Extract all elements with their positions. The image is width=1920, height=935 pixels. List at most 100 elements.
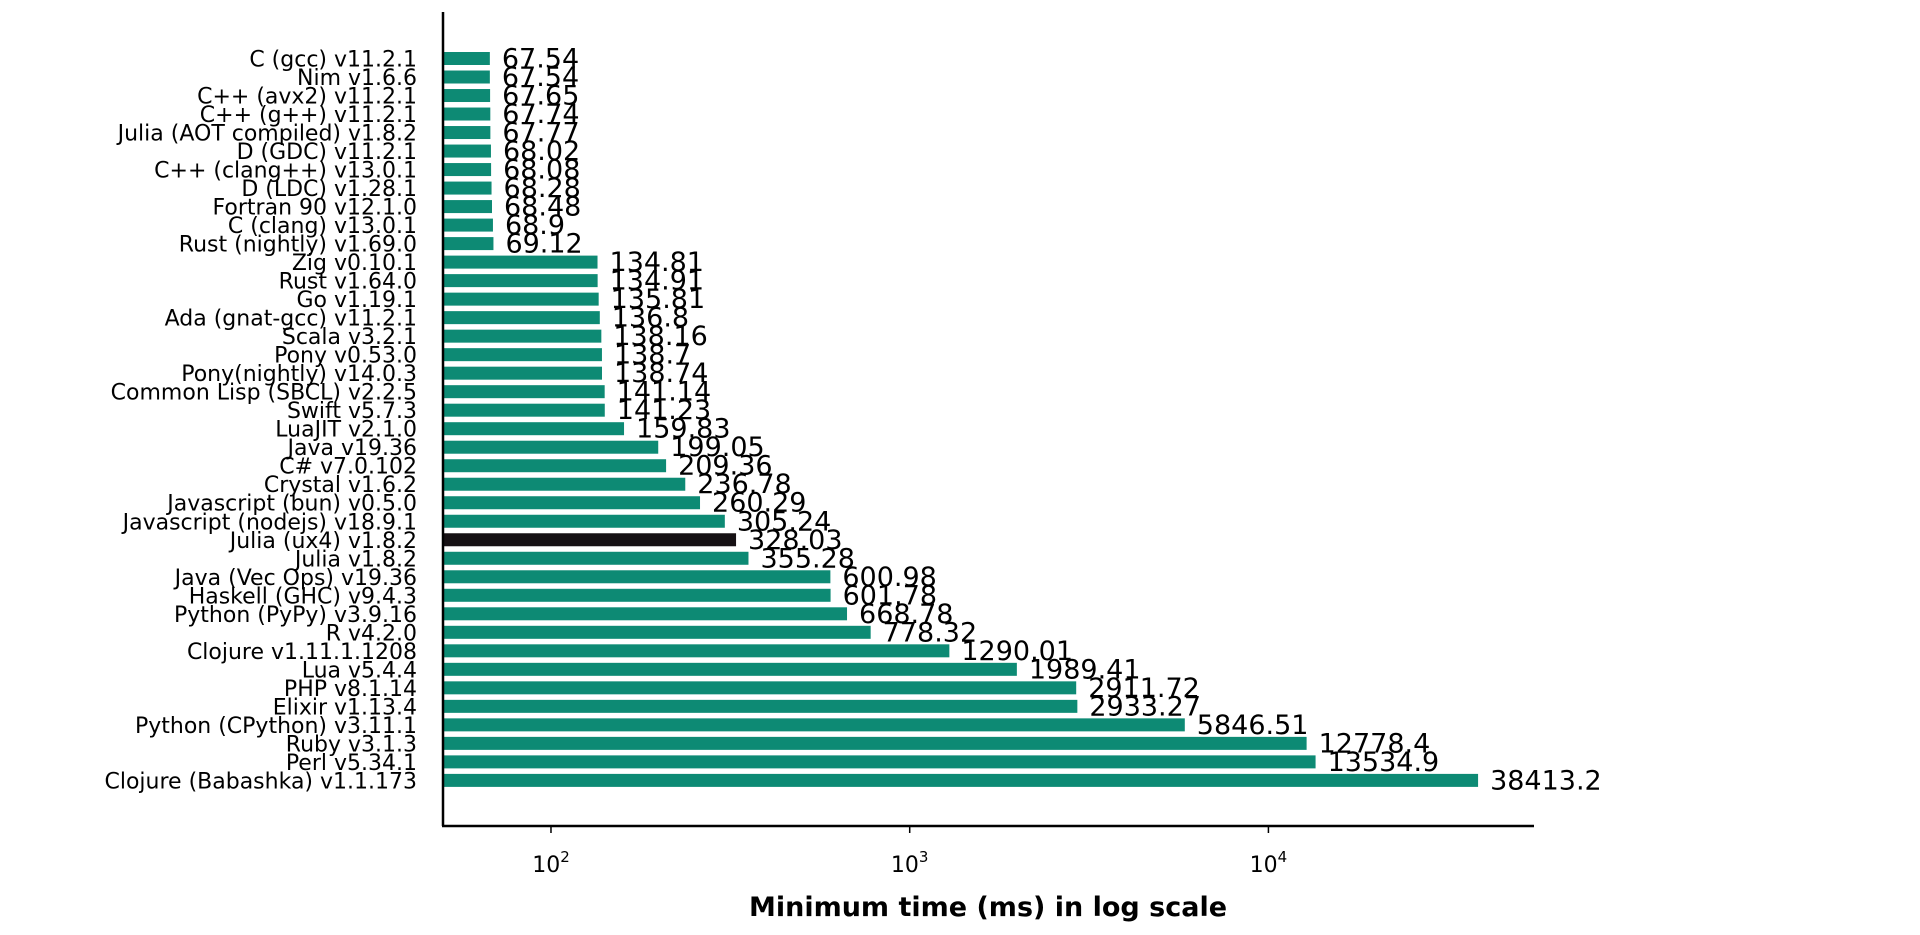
value-label: 69.12 bbox=[505, 229, 582, 260]
bar bbox=[443, 551, 749, 565]
category-label: Crystal v1.6.2 bbox=[264, 473, 417, 498]
bar bbox=[443, 755, 1316, 769]
bar bbox=[443, 200, 492, 214]
bar bbox=[443, 329, 602, 343]
category-label: C# v7.0.102 bbox=[279, 455, 417, 480]
bar bbox=[443, 385, 605, 399]
value-label: 199.05 bbox=[670, 432, 764, 463]
category-label: Java (Vec Ops) v19.36 bbox=[173, 566, 417, 591]
category-label: Rust (nightly) v1.69.0 bbox=[179, 233, 417, 258]
value-label: 2911.72 bbox=[1088, 673, 1200, 704]
x-axis-title: Minimum time (ms) in log scale bbox=[749, 892, 1227, 923]
category-label: Java v19.36 bbox=[286, 436, 417, 461]
category-label: Fortran 90 v12.1.0 bbox=[213, 196, 417, 221]
value-label: 68.08 bbox=[503, 155, 580, 186]
value-label: 355.28 bbox=[760, 543, 854, 574]
category-label: C++ (avx2) v11.2.1 bbox=[197, 85, 417, 110]
bar bbox=[443, 533, 737, 547]
category-label: Python (CPython) v3.11.1 bbox=[135, 714, 417, 739]
bar bbox=[443, 607, 848, 621]
value-label: 260.29 bbox=[712, 488, 806, 519]
category-label: Swift v5.7.3 bbox=[287, 399, 417, 424]
value-label: 1290.01 bbox=[961, 636, 1073, 667]
value-label: 13534.9 bbox=[1328, 747, 1440, 778]
category-label: LuaJIT v2.1.0 bbox=[275, 418, 417, 443]
value-label: 2933.27 bbox=[1089, 691, 1201, 722]
category-label: PHP v8.1.14 bbox=[284, 677, 417, 702]
bar bbox=[443, 255, 598, 269]
value-label: 600.98 bbox=[842, 562, 936, 593]
category-label: Clojure (Babashka) v1.1.173 bbox=[105, 769, 418, 794]
value-label: 67.77 bbox=[502, 118, 579, 149]
value-label: 5846.51 bbox=[1197, 710, 1309, 741]
value-label: 138.74 bbox=[614, 358, 708, 389]
bars-layer bbox=[443, 52, 1479, 787]
value-label: 159.83 bbox=[636, 414, 730, 445]
category-label: Pony(nightly) v14.0.3 bbox=[181, 362, 417, 387]
bar bbox=[443, 440, 659, 454]
category-label: Haskell (GHC) v9.4.3 bbox=[189, 584, 417, 609]
bar bbox=[443, 89, 491, 103]
x-axis-ticks: 102 103 104 bbox=[532, 826, 1287, 878]
category-label: Pony v0.53.0 bbox=[274, 344, 417, 369]
bar bbox=[443, 422, 625, 436]
x-tick-label: 103 bbox=[891, 848, 929, 878]
value-label: 328.03 bbox=[748, 525, 842, 556]
category-label: Ruby v3.1.3 bbox=[286, 732, 417, 757]
bar bbox=[443, 52, 490, 65]
bar bbox=[443, 477, 686, 491]
bar bbox=[443, 107, 491, 121]
category-label: C (clang) v13.0.1 bbox=[228, 214, 417, 239]
value-label: 236.78 bbox=[697, 469, 791, 500]
bar bbox=[443, 366, 602, 380]
value-label: 135.81 bbox=[611, 284, 705, 315]
category-label: Scala v3.2.1 bbox=[282, 325, 417, 350]
bar bbox=[443, 644, 950, 658]
value-label: 136.8 bbox=[612, 303, 689, 334]
bar bbox=[443, 662, 1017, 676]
category-label: Javascript (bun) v0.5.0 bbox=[165, 492, 417, 517]
bar bbox=[443, 163, 492, 177]
bar bbox=[443, 736, 1307, 750]
bar bbox=[443, 496, 701, 510]
category-label: Julia (ux4) v1.8.2 bbox=[228, 529, 417, 554]
value-label: 1989.41 bbox=[1029, 654, 1141, 685]
bar bbox=[443, 292, 599, 306]
bar bbox=[443, 403, 605, 417]
category-label: C++ (g++) v11.2.1 bbox=[200, 103, 417, 128]
value-label: 68.28 bbox=[504, 173, 581, 204]
value-label: 67.54 bbox=[502, 62, 579, 93]
category-label: Julia v1.8.2 bbox=[293, 547, 417, 572]
value-label: 68.02 bbox=[503, 136, 580, 167]
category-label: Common Lisp (SBCL) v2.2.5 bbox=[111, 381, 417, 406]
bar bbox=[443, 681, 1077, 695]
value-label: 778.32 bbox=[883, 617, 977, 648]
value-label: 67.74 bbox=[502, 99, 579, 130]
value-label: 209.36 bbox=[678, 451, 772, 482]
value-label: 12778.4 bbox=[1319, 728, 1431, 759]
bar bbox=[443, 570, 831, 584]
bar bbox=[443, 459, 667, 473]
value-label: 141.23 bbox=[617, 395, 711, 426]
category-label: Lua v5.4.4 bbox=[302, 658, 417, 683]
category-label: Perl v5.34.1 bbox=[286, 751, 417, 776]
category-label: Go v1.19.1 bbox=[297, 288, 418, 313]
bar bbox=[443, 625, 871, 639]
x-tick-label: 102 bbox=[532, 848, 570, 878]
category-label: D (GDC) v11.2.1 bbox=[237, 140, 417, 165]
bar bbox=[443, 588, 831, 602]
category-label: Nim v1.6.6 bbox=[297, 66, 417, 91]
x-tick-label: 104 bbox=[1250, 848, 1288, 878]
bar bbox=[443, 218, 493, 232]
category-label: Clojure v1.11.1.1208 bbox=[187, 640, 417, 665]
bar bbox=[443, 699, 1078, 713]
value-labels: 67.5467.5467.6567.7467.7768.0268.0868.28… bbox=[502, 44, 1602, 797]
bar bbox=[443, 348, 602, 362]
bar bbox=[443, 126, 491, 140]
value-label: 138.16 bbox=[613, 321, 707, 352]
category-label: C++ (clang++) v13.0.1 bbox=[154, 159, 417, 184]
category-label: Julia (AOT compiled) v1.8.2 bbox=[116, 122, 417, 147]
